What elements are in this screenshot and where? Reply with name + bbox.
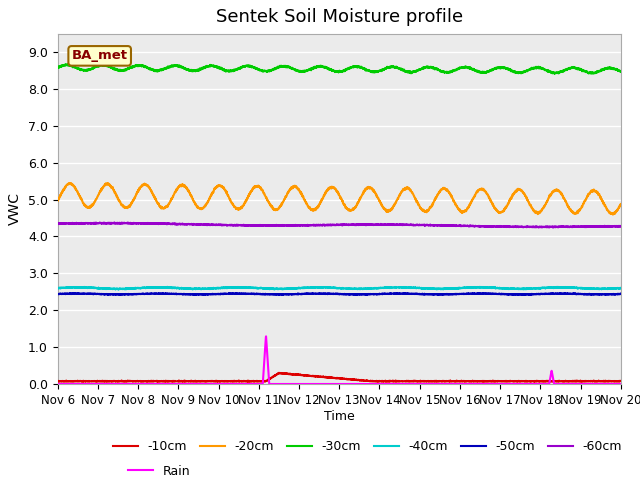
-10cm — [617, 378, 625, 384]
-40cm — [118, 286, 126, 292]
-50cm — [54, 291, 61, 297]
-20cm — [606, 209, 614, 215]
-10cm — [606, 378, 614, 384]
Line: -60cm: -60cm — [58, 222, 621, 228]
-10cm — [193, 379, 201, 384]
-60cm — [535, 225, 543, 230]
Rain — [262, 334, 270, 339]
-60cm — [294, 222, 302, 228]
-30cm — [551, 71, 559, 76]
Y-axis label: VWC: VWC — [8, 192, 22, 225]
Rain — [294, 381, 302, 387]
-20cm — [545, 194, 553, 200]
-30cm — [606, 65, 614, 71]
-40cm — [294, 285, 302, 290]
-50cm — [353, 292, 361, 298]
-30cm — [118, 68, 126, 73]
Title: Sentek Soil Moisture profile: Sentek Soil Moisture profile — [216, 9, 463, 26]
Rain — [118, 381, 125, 387]
Rain — [270, 381, 278, 387]
-10cm — [294, 372, 302, 378]
-50cm — [545, 291, 553, 297]
-20cm — [270, 206, 278, 212]
-60cm — [118, 221, 126, 227]
-10cm — [152, 378, 159, 384]
-40cm — [606, 286, 614, 292]
-10cm — [118, 378, 125, 384]
Rain — [617, 381, 625, 387]
-50cm — [269, 291, 277, 297]
-60cm — [111, 219, 118, 225]
-60cm — [617, 223, 625, 229]
-60cm — [270, 223, 278, 228]
-20cm — [54, 198, 61, 204]
Line: -50cm: -50cm — [58, 293, 621, 295]
-20cm — [152, 196, 159, 202]
Text: BA_met: BA_met — [72, 49, 128, 62]
-40cm — [617, 285, 625, 291]
-40cm — [115, 287, 122, 292]
-30cm — [54, 65, 61, 71]
-20cm — [294, 187, 302, 192]
-20cm — [617, 201, 625, 207]
-40cm — [545, 285, 553, 290]
-50cm — [294, 291, 302, 297]
-50cm — [606, 291, 614, 297]
-10cm — [275, 370, 283, 376]
-40cm — [152, 285, 159, 291]
X-axis label: Time: Time — [324, 409, 355, 422]
-30cm — [152, 68, 159, 73]
-20cm — [118, 202, 126, 207]
-20cm — [609, 212, 617, 217]
Rain — [545, 381, 553, 386]
-10cm — [270, 373, 278, 379]
Rain — [54, 381, 61, 387]
-40cm — [163, 284, 171, 290]
-30cm — [270, 67, 278, 72]
-30cm — [617, 69, 625, 74]
-10cm — [545, 378, 553, 384]
-40cm — [54, 286, 61, 291]
Rain — [152, 381, 159, 387]
-50cm — [118, 291, 125, 297]
-50cm — [481, 290, 489, 296]
-60cm — [54, 221, 61, 227]
-10cm — [54, 378, 61, 384]
Line: -20cm: -20cm — [58, 183, 621, 215]
-30cm — [62, 61, 70, 67]
Rain — [606, 381, 614, 387]
-60cm — [545, 224, 553, 229]
Line: -10cm: -10cm — [58, 373, 621, 382]
Line: -40cm: -40cm — [58, 287, 621, 289]
-30cm — [545, 69, 553, 74]
Line: Rain: Rain — [58, 336, 621, 384]
Line: -30cm: -30cm — [58, 64, 621, 73]
-50cm — [152, 290, 159, 296]
-60cm — [606, 224, 614, 229]
-30cm — [294, 68, 302, 74]
-50cm — [617, 291, 625, 297]
Legend: Rain: Rain — [123, 460, 195, 480]
-40cm — [270, 286, 278, 292]
-60cm — [152, 221, 159, 227]
-20cm — [67, 180, 74, 186]
